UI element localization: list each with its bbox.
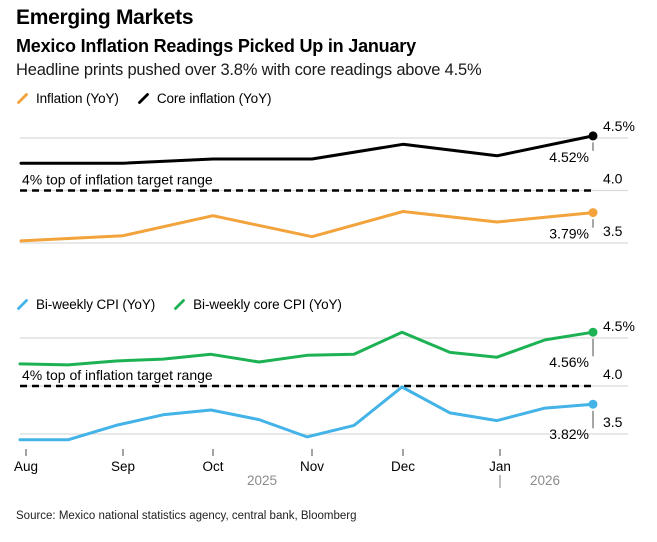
target-range-note: 4% top of inflation target range xyxy=(22,367,213,383)
line-swatch-icon xyxy=(17,92,28,104)
x-axis-month-label: Oct xyxy=(202,459,223,474)
x-axis-year-separator: | xyxy=(498,473,502,488)
chart-title: Mexico Inflation Readings Picked Up in J… xyxy=(16,36,416,56)
biweekly-cpi-chart: 4.5% 4.0 3.5 4% top of inflation target ran… xyxy=(14,318,635,488)
legend-label: Core inflation (YoY) xyxy=(156,90,272,106)
last-value-label: 4.52% xyxy=(549,149,589,165)
section-kicker: Emerging Markets xyxy=(16,6,194,29)
last-point-dot xyxy=(588,208,598,218)
last-value-label: 3.79% xyxy=(549,226,589,242)
legend-label: Inflation (YoY) xyxy=(36,90,119,106)
bi-weekly-cpi-yoy--line xyxy=(18,385,595,442)
x-axis-year-label: 2025 xyxy=(247,473,277,488)
last-point-dot xyxy=(588,327,598,337)
legend-biweekly: Bi-weekly CPI (YoY) Bi-weekly core CPI (Y… xyxy=(16,294,342,314)
y-axis-label: 4.0 xyxy=(603,171,623,187)
monthly-inflation-chart: 4.5% 4.0 3.5 4% top of inflation target ran… xyxy=(19,118,635,244)
last-point-dot xyxy=(588,399,598,409)
last-point-dot xyxy=(588,131,598,141)
x-axis-month-label: Dec xyxy=(391,459,415,474)
legend-item: Inflation (YoY) xyxy=(16,91,119,106)
chart-subtitle: Headline prints pushed over 3.8% with co… xyxy=(16,61,482,79)
x-axis-year-label: 2026 xyxy=(530,473,560,488)
x-axis-month-label: Sep xyxy=(111,459,135,474)
legend-item: Bi-weekly core CPI (YoY) xyxy=(173,297,342,312)
y-axis-label: 4.0 xyxy=(603,366,623,382)
target-range-note: 4% top of inflation target range xyxy=(22,172,213,188)
legend-item: Bi-weekly CPI (YoY) xyxy=(16,297,155,312)
legend-item: Core inflation (YoY) xyxy=(137,90,272,106)
y-axis-label: 4.5% xyxy=(603,118,635,134)
line-swatch-icon xyxy=(137,92,149,104)
last-value-label: 3.82% xyxy=(549,426,589,442)
x-axis-month-label: Nov xyxy=(300,459,324,474)
line-swatch-icon xyxy=(174,298,186,310)
y-axis-label: 3.5 xyxy=(603,414,623,430)
inflation-yoy--line xyxy=(19,210,595,243)
source-note: Source: Mexico national statistics agenc… xyxy=(16,510,357,522)
last-value-label: 4.56% xyxy=(549,354,589,370)
line-swatch-icon xyxy=(17,298,28,310)
y-axis-label: 4.5% xyxy=(603,318,635,334)
x-axis-month-label: Jan xyxy=(489,459,511,474)
core-inflation-yoy--line xyxy=(19,134,595,165)
legend-monthly: Inflation (YoY) Core inflation (YoY) xyxy=(16,88,271,108)
y-axis-label: 3.5 xyxy=(603,223,623,239)
bi-weekly-core-cpi-yoy--line xyxy=(18,330,595,367)
x-axis-month-label: Aug xyxy=(14,459,38,474)
legend-label: Bi-weekly CPI (YoY) xyxy=(36,296,156,312)
legend-label: Bi-weekly core CPI (YoY) xyxy=(193,296,342,312)
